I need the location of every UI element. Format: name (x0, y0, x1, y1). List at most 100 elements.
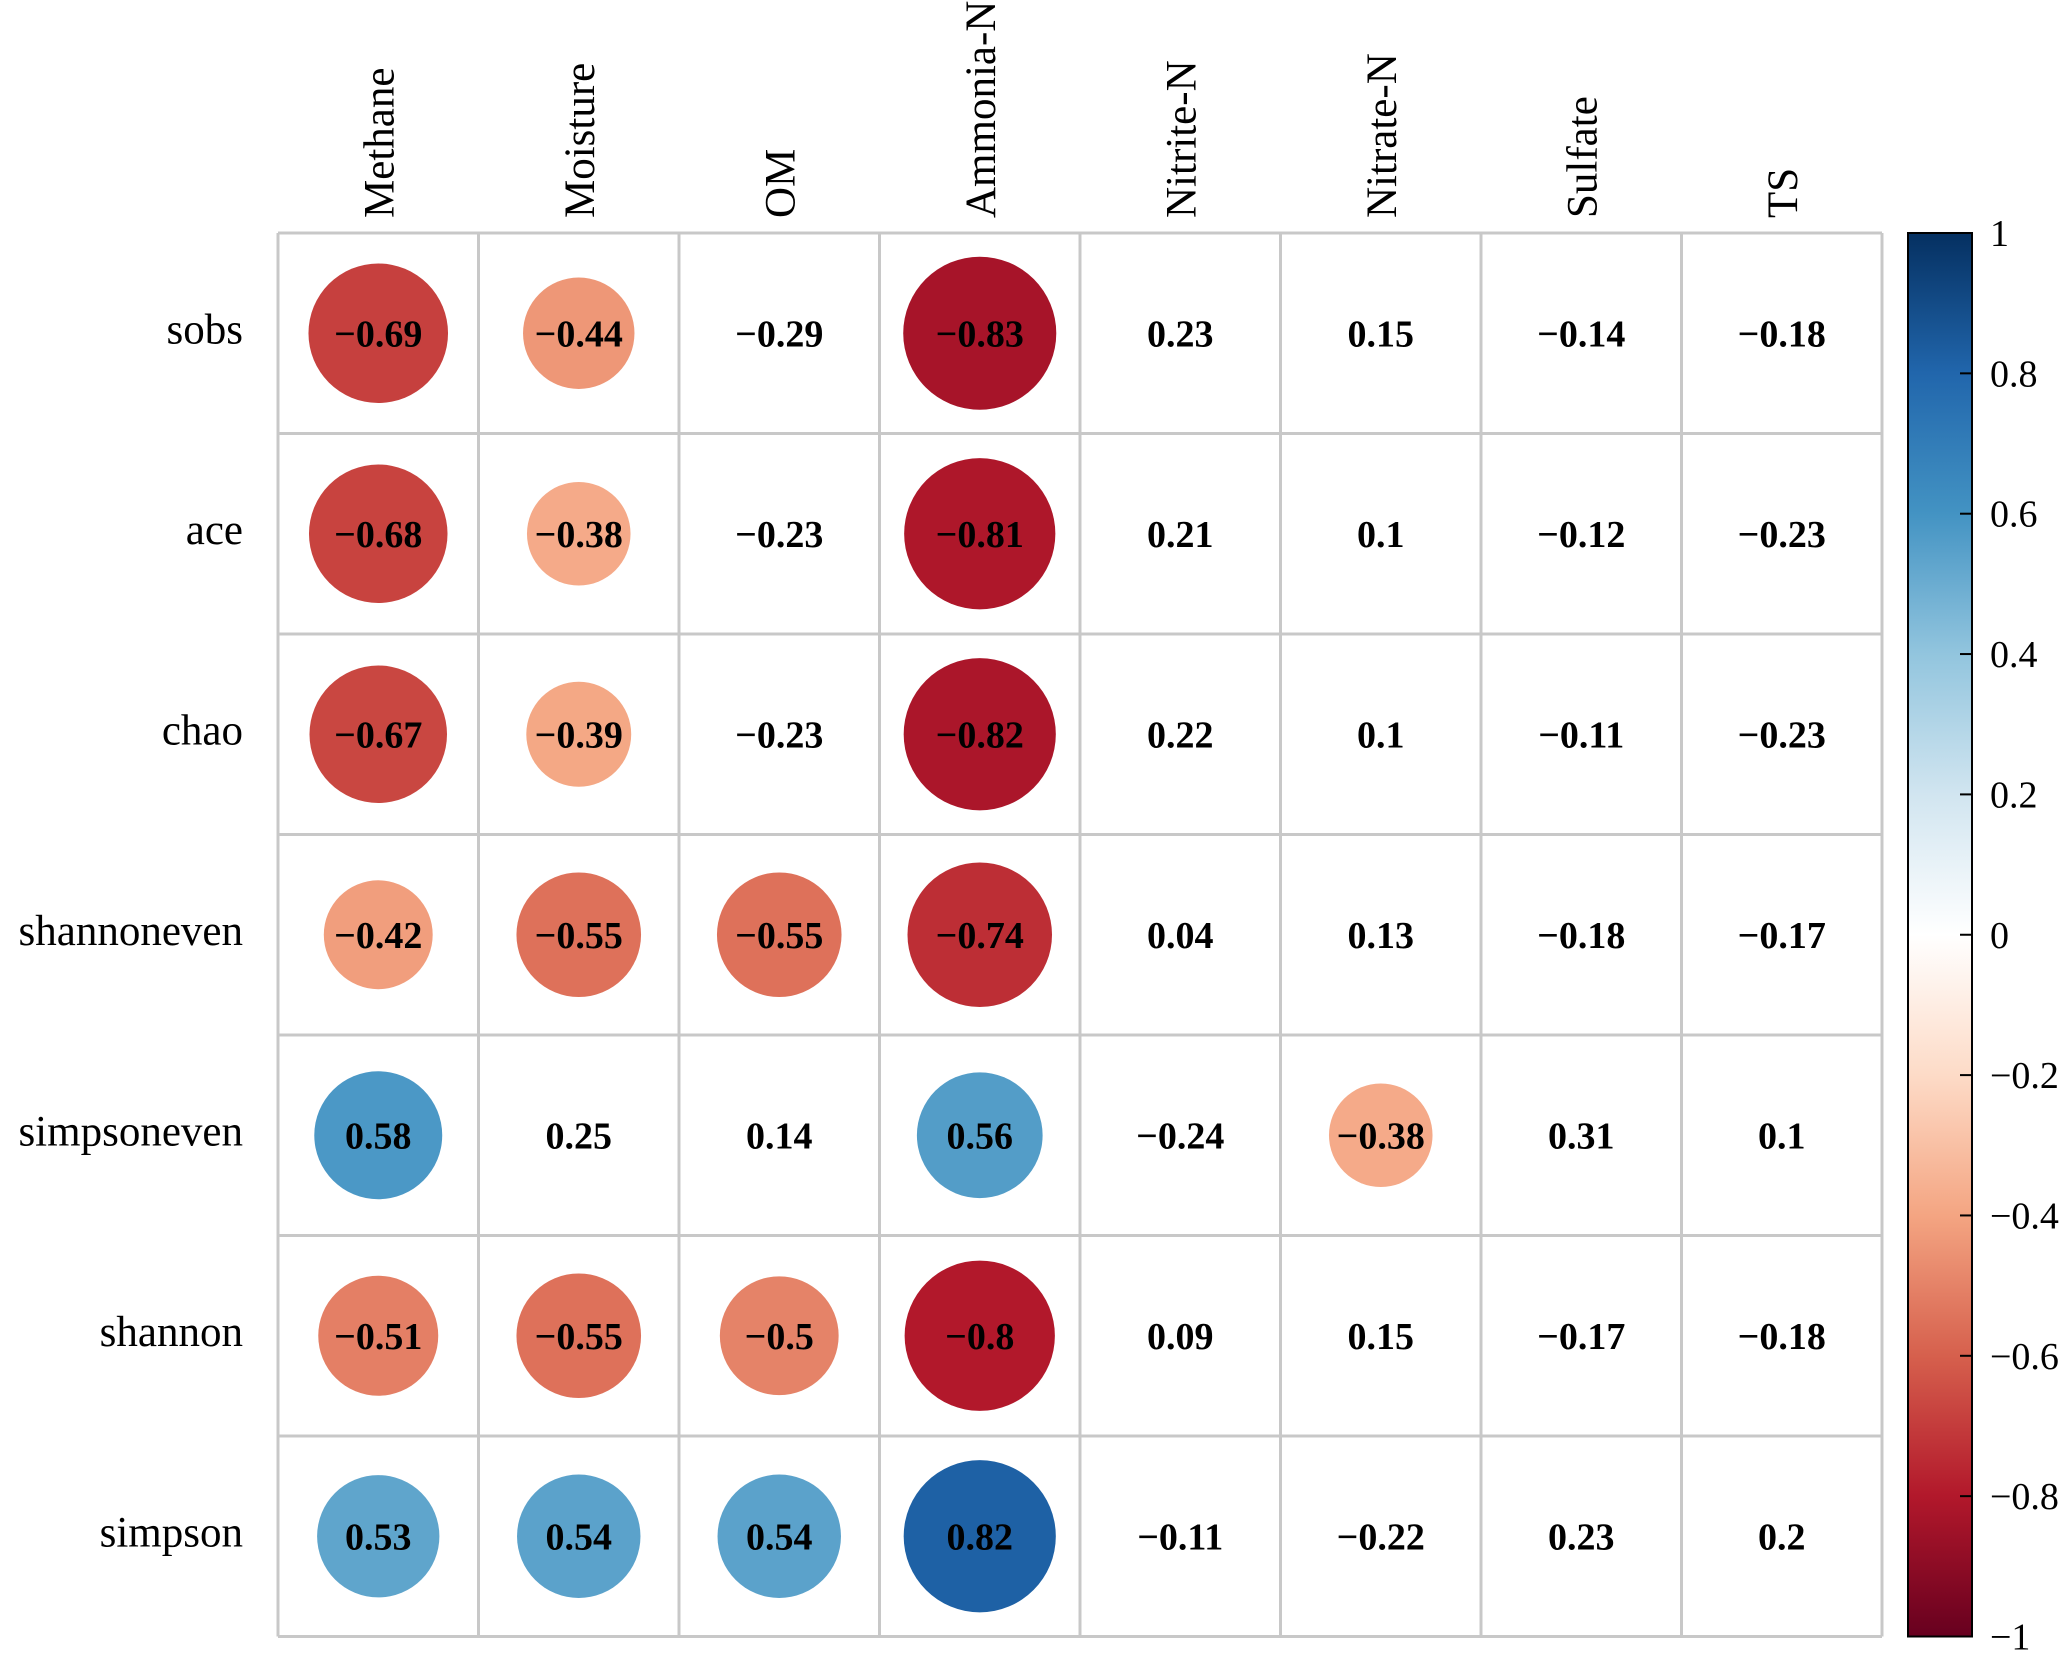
cell-simpsoneven-om (679, 1035, 880, 1236)
colorbar-tick-label: −0.6 (1990, 1336, 2059, 1378)
value-label-shannoneven-nitrate-n: 0.13 (1348, 915, 1415, 957)
column-label-sulfate: Sulfate (1559, 96, 1606, 218)
column-label-ammonia-n: Ammonia-N (958, 1, 1005, 218)
row-label-ace: ace (186, 507, 243, 554)
value-label-simpson-moisture: 0.54 (546, 1516, 613, 1558)
cell-simpson-nitrite-n (1080, 1436, 1281, 1637)
value-label-shannoneven-nitrite-n: 0.04 (1147, 915, 1214, 957)
value-label-sobs-ts: −0.18 (1738, 313, 1826, 355)
colorbar-tick-label: −0.8 (1990, 1476, 2059, 1518)
circle-sobs-moisture (523, 277, 635, 389)
value-label-shannoneven-sulfate: −0.18 (1537, 915, 1625, 957)
row-label-shannoneven: shannoneven (19, 908, 244, 955)
circle-simpson-om (717, 1474, 841, 1598)
value-label-simpsoneven-om: 0.14 (746, 1115, 813, 1157)
column-label-methane: Methane (356, 68, 403, 218)
cell-ace-nitrite-n (1080, 433, 1281, 634)
circle-shannoneven-methane (323, 880, 433, 990)
value-label-sobs-nitrate-n: 0.15 (1348, 313, 1415, 355)
colorbar-tick-label: 0.4 (1990, 634, 2038, 676)
value-label-sobs-ammonia-n: −0.83 (936, 313, 1024, 355)
circle-chao-ammonia-n (903, 658, 1056, 811)
value-label-simpson-methane: 0.53 (345, 1516, 412, 1558)
cell-shannon-sulfate (1481, 1235, 1682, 1436)
value-label-simpsoneven-nitrate-n: −0.38 (1337, 1115, 1425, 1157)
cell-simpsoneven-sulfate (1481, 1035, 1682, 1236)
cell-shannoneven-nitrate-n (1280, 834, 1481, 1035)
value-label-simpsoneven-moisture: 0.25 (546, 1115, 613, 1157)
value-label-shannoneven-om: −0.55 (735, 915, 823, 957)
value-label-simpsoneven-sulfate: 0.31 (1548, 1115, 1615, 1157)
value-label-shannon-sulfate: −0.17 (1537, 1316, 1625, 1358)
cell-sobs-ts (1681, 233, 1882, 434)
value-label-simpsoneven-nitrite-n: −0.24 (1136, 1115, 1224, 1157)
circle-simpsoneven-ammonia-n (916, 1072, 1043, 1199)
circle-sobs-methane (308, 263, 449, 404)
value-label-simpson-sulfate: 0.23 (1548, 1516, 1615, 1558)
value-label-shannoneven-ts: −0.17 (1738, 915, 1826, 957)
cell-sobs-nitrite-n (1080, 233, 1281, 434)
value-label-ace-sulfate: −0.12 (1537, 514, 1625, 556)
value-label-shannoneven-methane: −0.42 (334, 915, 422, 957)
value-label-simpson-ammonia-n: 0.82 (947, 1516, 1014, 1558)
value-label-shannon-nitrate-n: 0.15 (1348, 1316, 1415, 1358)
value-label-shannon-ammonia-n: −0.8 (945, 1316, 1014, 1358)
value-label-chao-nitrite-n: 0.22 (1147, 714, 1214, 756)
value-label-chao-sulfate: −0.11 (1538, 714, 1624, 756)
column-label-nitrate-n: Nitrate-N (1359, 53, 1406, 218)
colorbar-tick-label: −0.4 (1990, 1195, 2059, 1237)
cell-shannon-ts (1681, 1235, 1882, 1436)
correlation-circles (308, 256, 1433, 1613)
value-label-chao-methane: −0.67 (334, 714, 422, 756)
correlation-value-labels: −0.69 −0.44 −0.29 −0.83 0.23 0.15 −0.14 −0.18 −0… (334, 313, 1826, 1558)
circle-shannon-om (719, 1276, 839, 1396)
circle-simpsoneven-methane (314, 1071, 443, 1200)
value-label-shannon-methane: −0.51 (334, 1316, 422, 1358)
circle-shannoneven-moisture (516, 872, 642, 998)
cell-ace-nitrate-n (1280, 433, 1481, 634)
value-label-sobs-methane: −0.69 (334, 313, 422, 355)
value-label-ace-nitrite-n: 0.21 (1147, 514, 1214, 556)
value-label-shannoneven-ammonia-n: −0.74 (936, 915, 1024, 957)
colorbar: 1 0.8 0.6 0.4 0.2 0 −0.2 −0.4 −0.6 −0.8 −1 (1907, 213, 2059, 1654)
row-label-simpsoneven: simpsoneven (18, 1108, 243, 1155)
value-label-ace-ts: −0.23 (1738, 514, 1826, 556)
circle-ace-methane (308, 464, 448, 604)
cell-ace-om (679, 433, 880, 634)
cell-simpsoneven-ts (1681, 1035, 1882, 1236)
value-label-chao-nitrate-n: 0.1 (1357, 714, 1405, 756)
cell-chao-nitrite-n (1080, 634, 1281, 835)
column-label-moisture: Moisture (557, 63, 604, 218)
cell-ace-ts (1681, 433, 1882, 634)
value-label-shannon-om: −0.5 (745, 1316, 814, 1358)
value-label-shannon-moisture: −0.55 (535, 1316, 623, 1358)
colorbar-tick-label: 0.2 (1990, 774, 2038, 816)
cell-ace-sulfate (1481, 433, 1682, 634)
row-labels: sobs ace chao shannoneven simpsoneven shannon… (18, 306, 243, 1556)
row-label-shannon: shannon (100, 1309, 243, 1356)
circle-simpson-moisture (517, 1474, 641, 1598)
value-label-shannoneven-moisture: −0.55 (535, 915, 623, 957)
value-label-ace-ammonia-n: −0.81 (936, 514, 1024, 556)
value-label-ace-methane: −0.68 (334, 514, 422, 556)
cell-shannon-nitrate-n (1280, 1235, 1481, 1436)
cell-simpson-ts (1681, 1436, 1882, 1637)
cell-sobs-nitrate-n (1280, 233, 1481, 434)
cell-simpson-nitrate-n (1280, 1436, 1481, 1637)
cell-shannoneven-nitrite-n (1080, 834, 1281, 1035)
value-label-simpsoneven-ts: 0.1 (1758, 1115, 1806, 1157)
value-label-simpson-nitrite-n: −0.11 (1137, 1516, 1223, 1558)
circle-chao-methane (309, 665, 448, 804)
value-label-ace-nitrate-n: 0.1 (1357, 514, 1405, 556)
value-label-sobs-moisture: −0.44 (535, 313, 623, 355)
row-label-sobs: sobs (167, 306, 243, 353)
circle-shannoneven-om (716, 872, 842, 998)
value-label-ace-moisture: −0.38 (535, 514, 623, 556)
row-label-chao: chao (162, 707, 243, 754)
value-label-chao-ammonia-n: −0.82 (936, 714, 1024, 756)
cell-sobs-om (679, 233, 880, 434)
circle-chao-moisture (526, 681, 632, 787)
colorbar-tick-label: 0.8 (1990, 353, 2038, 395)
value-label-simpsoneven-methane: 0.58 (345, 1115, 412, 1157)
